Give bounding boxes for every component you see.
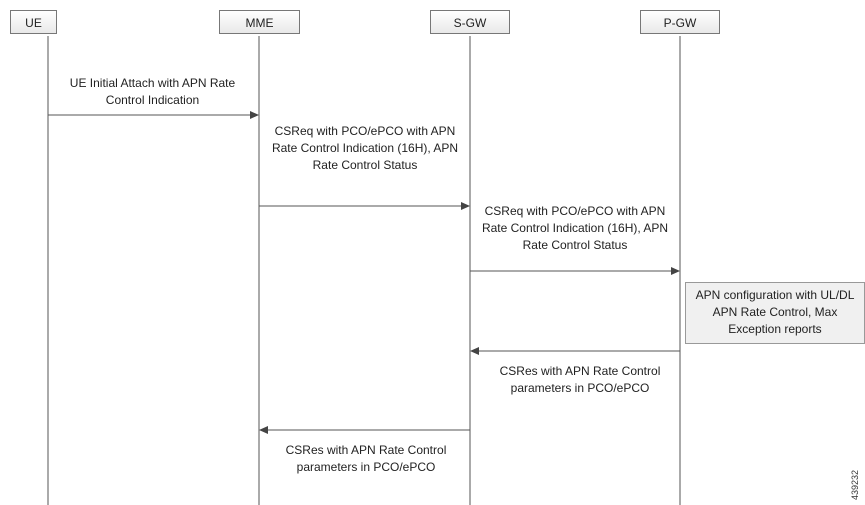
arrowhead-sgw-to-pgw [671, 267, 680, 275]
entity-ue: UE [10, 10, 57, 34]
message-label-4: CSRes with APN Rate Control parameters i… [499, 364, 661, 395]
message-label-3: CSReq with PCO/ePCO with APN Rate Contro… [481, 204, 669, 252]
pgw-config-note: APN configuration with UL/DL APN Rate Co… [685, 282, 865, 344]
entity-pgw: P-GW [640, 10, 720, 34]
message-label-5: CSRes with APN Rate Control parameters i… [285, 443, 447, 474]
entity-mme: MME [219, 10, 300, 34]
arrowhead-pgw-to-sgw [470, 347, 479, 355]
message-label-2: CSReq with PCO/ePCO with APN Rate Contro… [271, 124, 459, 172]
arrowhead-ue-to-mme [250, 111, 259, 119]
message-label-1: UE Initial Attach with APN Rate Control … [69, 76, 236, 107]
arrowhead-mme-to-sgw [461, 202, 470, 210]
entity-sgw: S-GW [430, 10, 510, 34]
arrowhead-sgw-to-mme [259, 426, 268, 434]
figure-id: 439232 [850, 469, 860, 500]
